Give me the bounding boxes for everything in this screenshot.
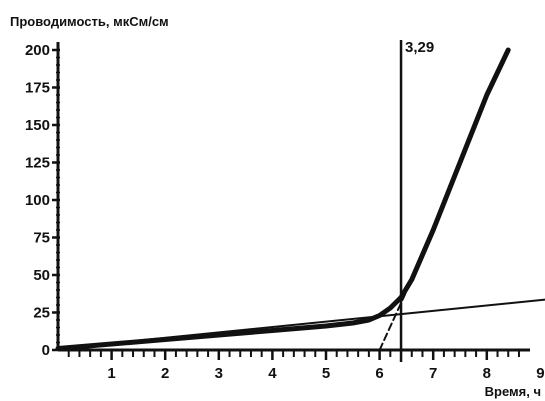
y-tick-label: 200 [25, 42, 50, 59]
x-tick-label: 4 [268, 365, 277, 382]
x-tick-label: 9 [536, 365, 544, 382]
intersection-value-label: 3,29 [405, 39, 434, 56]
y-tick-label: 25 [33, 305, 50, 322]
y-tick-label: 50 [33, 267, 50, 284]
x-axis-title: Время, ч [485, 384, 541, 399]
x-tick-label: 8 [483, 365, 491, 382]
y-tick-label: 75 [33, 230, 50, 247]
y-tick-label: 125 [25, 155, 50, 172]
y-tick-label: 175 [25, 80, 50, 97]
y-tick-label: 0 [42, 342, 50, 359]
y-tick-label: 150 [25, 117, 50, 134]
conductivity-curve [55, 47, 511, 351]
x-tick-label: 3 [215, 365, 223, 382]
y-tick-label: 100 [25, 192, 50, 209]
y-axis-title: Проводимость, мкСм/см [10, 14, 169, 29]
x-tick-label: 2 [161, 365, 169, 382]
x-tick-label: 6 [375, 365, 383, 382]
x-tick-label: 1 [107, 365, 115, 382]
x-tick-label: 5 [322, 365, 330, 382]
steep-tangent-line [378, 278, 413, 351]
x-tick-label: 7 [429, 365, 437, 382]
baseline-tangent-line [57, 298, 545, 350]
